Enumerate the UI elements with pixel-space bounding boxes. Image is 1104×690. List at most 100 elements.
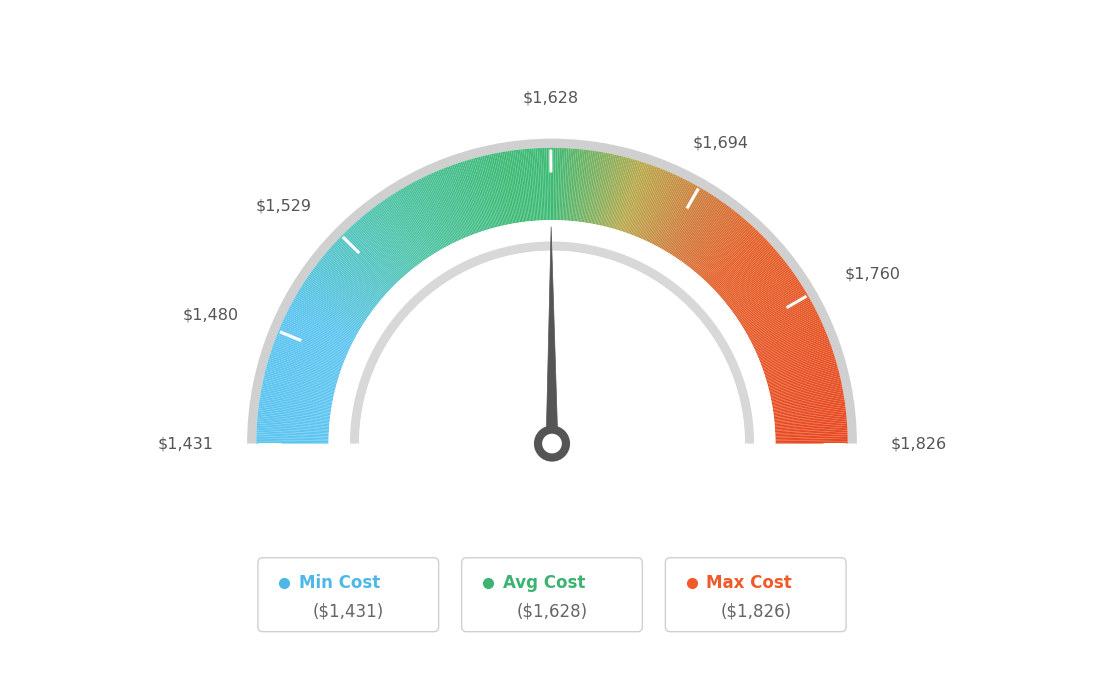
Wedge shape <box>493 153 509 225</box>
Wedge shape <box>760 333 827 362</box>
Wedge shape <box>256 431 329 435</box>
Wedge shape <box>715 241 768 292</box>
Wedge shape <box>726 258 784 304</box>
Wedge shape <box>658 184 694 248</box>
Wedge shape <box>407 184 445 248</box>
Wedge shape <box>273 345 341 371</box>
Wedge shape <box>269 354 339 377</box>
Wedge shape <box>247 139 857 444</box>
Wedge shape <box>300 286 362 326</box>
Wedge shape <box>561 148 565 220</box>
Wedge shape <box>709 233 761 286</box>
Wedge shape <box>257 414 330 422</box>
Wedge shape <box>730 265 789 310</box>
Wedge shape <box>290 304 354 339</box>
Wedge shape <box>618 161 641 230</box>
Wedge shape <box>775 433 848 437</box>
Wedge shape <box>500 152 514 224</box>
Wedge shape <box>286 313 352 346</box>
Wedge shape <box>474 158 493 228</box>
Wedge shape <box>569 149 576 221</box>
Text: $1,628: $1,628 <box>522 90 578 105</box>
Wedge shape <box>262 388 332 403</box>
Wedge shape <box>374 206 418 266</box>
Wedge shape <box>587 152 601 223</box>
Wedge shape <box>774 414 847 422</box>
Wedge shape <box>439 169 468 237</box>
Wedge shape <box>775 427 848 433</box>
Wedge shape <box>435 171 465 239</box>
Wedge shape <box>644 174 675 240</box>
Wedge shape <box>696 217 743 273</box>
Wedge shape <box>559 148 563 220</box>
Wedge shape <box>265 372 336 391</box>
Wedge shape <box>259 395 331 408</box>
Wedge shape <box>272 347 341 372</box>
Wedge shape <box>352 224 402 279</box>
Wedge shape <box>331 245 386 295</box>
Wedge shape <box>272 348 340 373</box>
Wedge shape <box>582 150 593 222</box>
Wedge shape <box>295 296 359 333</box>
Wedge shape <box>631 167 659 235</box>
Wedge shape <box>572 149 580 221</box>
Wedge shape <box>275 338 343 365</box>
Wedge shape <box>427 175 459 241</box>
Wedge shape <box>691 213 737 270</box>
Wedge shape <box>752 311 817 344</box>
Wedge shape <box>274 342 342 368</box>
Wedge shape <box>264 375 335 393</box>
Wedge shape <box>769 377 840 395</box>
Wedge shape <box>652 179 687 244</box>
Wedge shape <box>423 177 456 243</box>
Bar <box>125 444 979 690</box>
Wedge shape <box>733 270 793 313</box>
Wedge shape <box>402 188 439 251</box>
Wedge shape <box>625 164 650 233</box>
Wedge shape <box>438 170 467 237</box>
Circle shape <box>542 434 562 453</box>
Wedge shape <box>626 165 652 233</box>
Wedge shape <box>751 309 816 344</box>
Wedge shape <box>478 157 498 227</box>
Wedge shape <box>280 326 347 356</box>
Wedge shape <box>609 157 629 228</box>
Wedge shape <box>329 220 775 444</box>
Wedge shape <box>730 264 788 309</box>
Wedge shape <box>323 255 380 302</box>
Wedge shape <box>719 246 774 296</box>
Wedge shape <box>775 422 847 428</box>
Wedge shape <box>755 319 821 351</box>
Wedge shape <box>735 275 796 317</box>
Wedge shape <box>655 181 690 246</box>
Wedge shape <box>396 191 436 253</box>
Wedge shape <box>775 417 847 425</box>
Wedge shape <box>647 176 680 242</box>
Wedge shape <box>628 166 654 234</box>
Wedge shape <box>662 186 699 250</box>
Text: $1,826: $1,826 <box>891 436 946 451</box>
Wedge shape <box>769 375 840 393</box>
Wedge shape <box>471 159 492 228</box>
Wedge shape <box>745 296 809 333</box>
Wedge shape <box>448 166 475 235</box>
Wedge shape <box>775 438 848 441</box>
Wedge shape <box>491 154 508 225</box>
Wedge shape <box>774 412 847 421</box>
Wedge shape <box>283 319 349 351</box>
Wedge shape <box>775 425 847 431</box>
Wedge shape <box>732 268 792 313</box>
Wedge shape <box>381 201 424 262</box>
Wedge shape <box>762 344 831 369</box>
Wedge shape <box>395 192 435 254</box>
Wedge shape <box>511 150 522 222</box>
Wedge shape <box>291 301 357 337</box>
Wedge shape <box>584 151 596 223</box>
Wedge shape <box>339 237 392 288</box>
Wedge shape <box>270 351 340 375</box>
Wedge shape <box>773 397 845 410</box>
Wedge shape <box>442 168 469 237</box>
Wedge shape <box>639 171 669 239</box>
Wedge shape <box>355 221 404 277</box>
Wedge shape <box>564 148 571 221</box>
